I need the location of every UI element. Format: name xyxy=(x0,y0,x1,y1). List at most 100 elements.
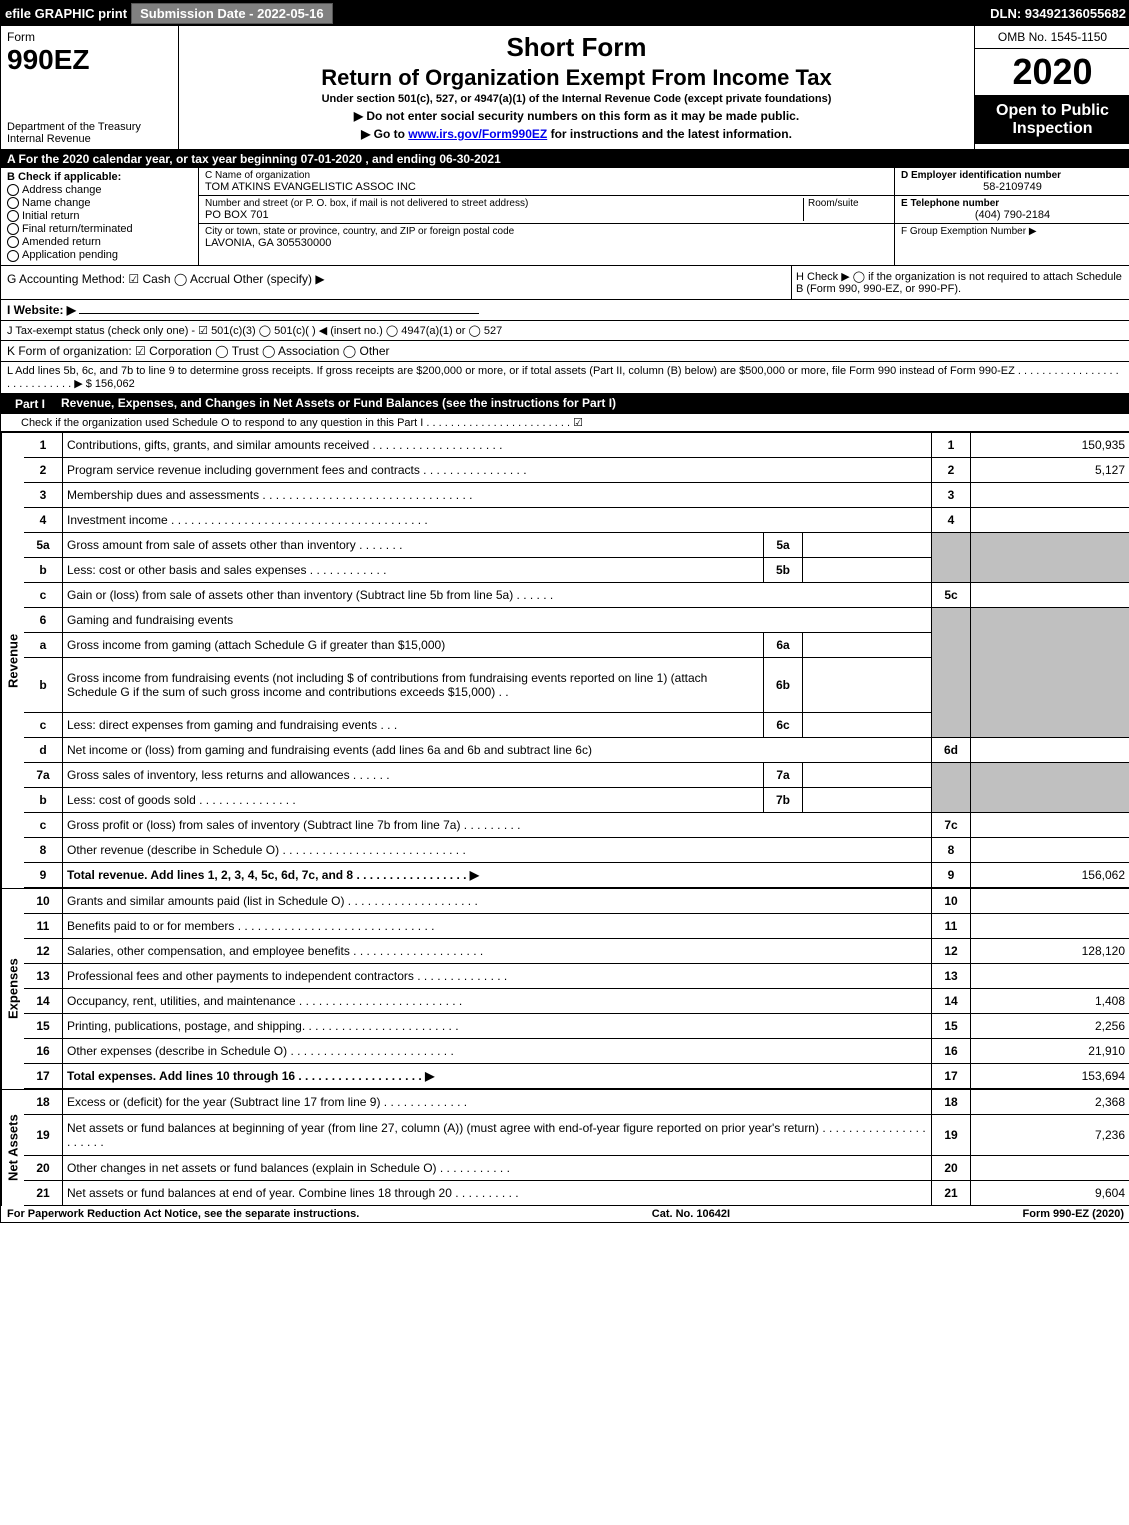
goto-suffix: for instructions and the latest informat… xyxy=(547,127,792,141)
section-d-e-f: D Employer identification number 58-2109… xyxy=(894,168,1129,265)
line-19: 19Net assets or fund balances at beginni… xyxy=(24,1114,1129,1155)
line-3: 3Membership dues and assessments . . . .… xyxy=(24,482,1129,507)
line-7a: 7aGross sales of inventory, less returns… xyxy=(24,762,1129,787)
room-suite-label: Room/suite xyxy=(803,198,888,221)
expenses-sidebar: Expenses xyxy=(1,888,24,1089)
tax-exempt-status: J Tax-exempt status (check only one) - ☑… xyxy=(1,321,1129,341)
header-left: Form 990EZ Department of the Treasury In… xyxy=(1,26,179,149)
ein-row: D Employer identification number 58-2109… xyxy=(895,168,1129,196)
line-16: 16Other expenses (describe in Schedule O… xyxy=(24,1038,1129,1063)
phone-value: (404) 790-2184 xyxy=(901,209,1124,221)
line-4: 4Investment income . . . . . . . . . . .… xyxy=(24,507,1129,532)
line-14: 14Occupancy, rent, utilities, and mainte… xyxy=(24,988,1129,1013)
dln-label: DLN: 93492136055682 xyxy=(990,6,1126,21)
title-short-form: Short Form xyxy=(187,32,966,63)
city-row: City or town, state or province, country… xyxy=(199,224,894,251)
ein-value: 58-2109749 xyxy=(901,181,1124,193)
subtitle-section: Under section 501(c), 527, or 4947(a)(1)… xyxy=(187,93,966,105)
expenses-grid: Expenses 10Grants and similar amounts pa… xyxy=(1,888,1129,1089)
line-8: 8Other revenue (describe in Schedule O) … xyxy=(24,837,1129,862)
phone-row: E Telephone number (404) 790-2184 xyxy=(895,196,1129,224)
dept-label: Department of the Treasury xyxy=(7,121,172,133)
website-row: I Website: ▶ xyxy=(1,300,1129,321)
netassets-grid: Net Assets 18Excess or (deficit) for the… xyxy=(1,1089,1129,1206)
section-b-label: B Check if applicable: xyxy=(7,171,192,183)
city-label: City or town, state or province, country… xyxy=(205,226,888,237)
part-1-subtitle: Check if the organization used Schedule … xyxy=(1,414,1129,432)
opt-final-return[interactable]: Final return/terminated xyxy=(7,223,192,235)
footer-mid: Cat. No. 10642I xyxy=(652,1208,730,1220)
line-20: 20Other changes in net assets or fund ba… xyxy=(24,1155,1129,1180)
address-row: Number and street (or P. O. box, if mail… xyxy=(199,196,894,224)
line-13: 13Professional fees and other payments t… xyxy=(24,963,1129,988)
line-l-gross-receipts: L Add lines 5b, 6c, and 7b to line 9 to … xyxy=(1,362,1129,394)
header-center: Short Form Return of Organization Exempt… xyxy=(179,26,974,149)
line-5a: 5aGross amount from sale of assets other… xyxy=(24,532,1129,557)
form-number: 990EZ xyxy=(7,44,172,76)
city-value: LAVONIA, GA 305530000 xyxy=(205,237,888,249)
opt-address-change[interactable]: Address change xyxy=(7,184,192,196)
efile-label: efile GRAPHIC print xyxy=(5,6,127,21)
opt-name-change[interactable]: Name change xyxy=(7,197,192,209)
form-organization: K Form of organization: ☑ Corporation ◯ … xyxy=(1,341,1129,362)
org-name-label: C Name of organization xyxy=(205,170,888,181)
line-6: 6Gaming and fundraising events xyxy=(24,607,1129,632)
irs-link[interactable]: www.irs.gov/Form990EZ xyxy=(408,127,547,141)
opt-initial-return[interactable]: Initial return xyxy=(7,210,192,222)
form-word: Form xyxy=(7,30,172,44)
website-input[interactable] xyxy=(79,313,479,314)
line-17: 17Total expenses. Add lines 10 through 1… xyxy=(24,1063,1129,1088)
line-18: 18Excess or (deficit) for the year (Subt… xyxy=(24,1089,1129,1114)
phone-label: E Telephone number xyxy=(901,198,1124,209)
org-name-value: TOM ATKINS EVANGELISTIC ASSOC INC xyxy=(205,181,888,193)
footer-left: For Paperwork Reduction Act Notice, see … xyxy=(7,1208,359,1220)
row-g-h: G Accounting Method: ☑ Cash ◯ Accrual Ot… xyxy=(1,266,1129,300)
title-return: Return of Organization Exempt From Incom… xyxy=(187,65,966,91)
line-9: 9Total revenue. Add lines 1, 2, 3, 4, 5c… xyxy=(24,862,1129,887)
org-name-row: C Name of organization TOM ATKINS EVANGE… xyxy=(199,168,894,196)
revenue-table: 1Contributions, gifts, grants, and simil… xyxy=(24,432,1129,888)
ssn-warning: ▶ Do not enter social security numbers o… xyxy=(187,109,966,123)
part-1-title: Revenue, Expenses, and Changes in Net As… xyxy=(61,396,616,412)
netassets-sidebar: Net Assets xyxy=(1,1089,24,1206)
group-label: F Group Exemption Number ▶ xyxy=(901,226,1124,237)
line-21: 21Net assets or fund balances at end of … xyxy=(24,1180,1129,1205)
info-grid: B Check if applicable: Address change Na… xyxy=(1,168,1129,266)
expenses-table: 10Grants and similar amounts paid (list … xyxy=(24,888,1129,1089)
part-1-header: Part I Revenue, Expenses, and Changes in… xyxy=(1,394,1129,414)
section-h: H Check ▶ ◯ if the organization is not r… xyxy=(791,266,1129,299)
revenue-sidebar: Revenue xyxy=(1,432,24,888)
part-1-label: Part I xyxy=(7,396,53,412)
accounting-method: G Accounting Method: ☑ Cash ◯ Accrual Ot… xyxy=(1,266,791,299)
netassets-table: 18Excess or (deficit) for the year (Subt… xyxy=(24,1089,1129,1206)
opt-amended-return[interactable]: Amended return xyxy=(7,236,192,248)
line-10: 10Grants and similar amounts paid (list … xyxy=(24,888,1129,913)
goto-line: ▶ Go to www.irs.gov/Form990EZ for instru… xyxy=(187,127,966,141)
line-11: 11Benefits paid to or for members . . . … xyxy=(24,913,1129,938)
submission-date-button[interactable]: Submission Date - 2022-05-16 xyxy=(131,3,333,24)
footer-right: Form 990-EZ (2020) xyxy=(1023,1208,1124,1220)
section-b: B Check if applicable: Address change Na… xyxy=(1,168,199,265)
irs-label: Internal Revenue xyxy=(7,133,172,145)
form-header: Form 990EZ Department of the Treasury In… xyxy=(1,26,1129,150)
section-a-taxyear: A For the 2020 calendar year, or tax yea… xyxy=(1,150,1129,168)
form-container: efile GRAPHIC print Submission Date - 20… xyxy=(0,0,1129,1223)
opt-application-pending[interactable]: Application pending xyxy=(7,249,192,261)
open-to-public: Open to Public Inspection xyxy=(975,96,1129,144)
group-exemption-row: F Group Exemption Number ▶ xyxy=(895,224,1129,239)
section-c: C Name of organization TOM ATKINS EVANGE… xyxy=(199,168,894,265)
addr-label: Number and street (or P. O. box, if mail… xyxy=(205,198,803,209)
tax-year: 2020 xyxy=(975,49,1129,96)
line-1: 1Contributions, gifts, grants, and simil… xyxy=(24,432,1129,457)
ein-label: D Employer identification number xyxy=(901,170,1124,181)
line-2: 2Program service revenue including gover… xyxy=(24,457,1129,482)
revenue-grid: Revenue 1Contributions, gifts, grants, a… xyxy=(1,432,1129,888)
goto-prefix: ▶ Go to xyxy=(361,127,408,141)
omb-number: OMB No. 1545-1150 xyxy=(975,26,1129,49)
top-bar: efile GRAPHIC print Submission Date - 20… xyxy=(1,1,1129,26)
website-label: I Website: ▶ xyxy=(7,303,76,317)
header-right: OMB No. 1545-1150 2020 Open to Public In… xyxy=(974,26,1129,149)
page-footer: For Paperwork Reduction Act Notice, see … xyxy=(1,1206,1129,1222)
line-15: 15Printing, publications, postage, and s… xyxy=(24,1013,1129,1038)
addr-value: PO BOX 701 xyxy=(205,209,803,221)
